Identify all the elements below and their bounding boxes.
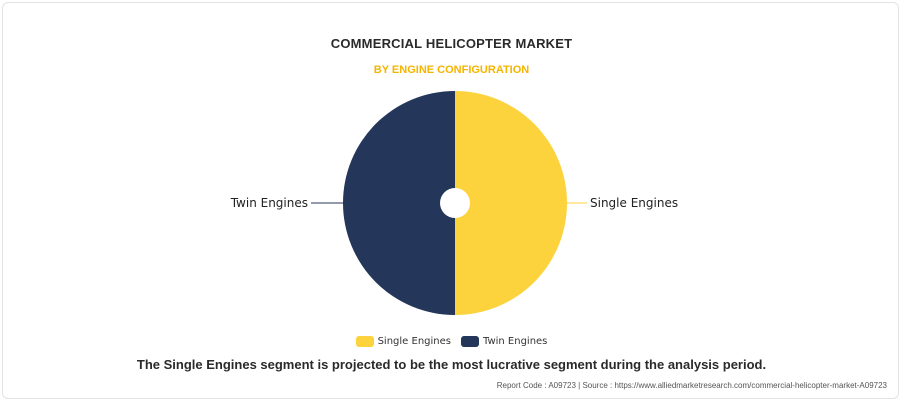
legend-label-twin-engines: Twin Engines [482,336,548,347]
slice-label-twin-engines: Twin Engines [230,196,308,210]
pie-slice-twin-engines[interactable] [343,91,455,315]
legend-swatch-twin-engines [460,336,479,347]
legend-item-single-engines[interactable]: Single Engines [355,336,451,347]
legend-item-twin-engines[interactable]: Twin Engines [460,336,548,347]
pie-slice-single-engines[interactable] [455,91,567,315]
chart-subtitle: BY ENGINE CONFIGURATION [373,64,530,76]
donut-hole [440,188,470,218]
legend-swatch-single-engines [355,336,374,347]
chart-legend: Single Engines Twin Engines [0,336,903,347]
summary-text: The Single Engines segment is projected … [136,357,767,372]
legend-label-single-engines: Single Engines [377,336,451,347]
chart-title: COMMERCIAL HELICOPTER MARKET [330,36,573,51]
report-footer: Report Code : A09723 | Source : https://… [496,381,887,390]
slice-label-single-engines: Single Engines [590,196,678,210]
slice-labels: Single Engines Twin Engines [230,196,678,210]
pie-slices [343,91,567,315]
